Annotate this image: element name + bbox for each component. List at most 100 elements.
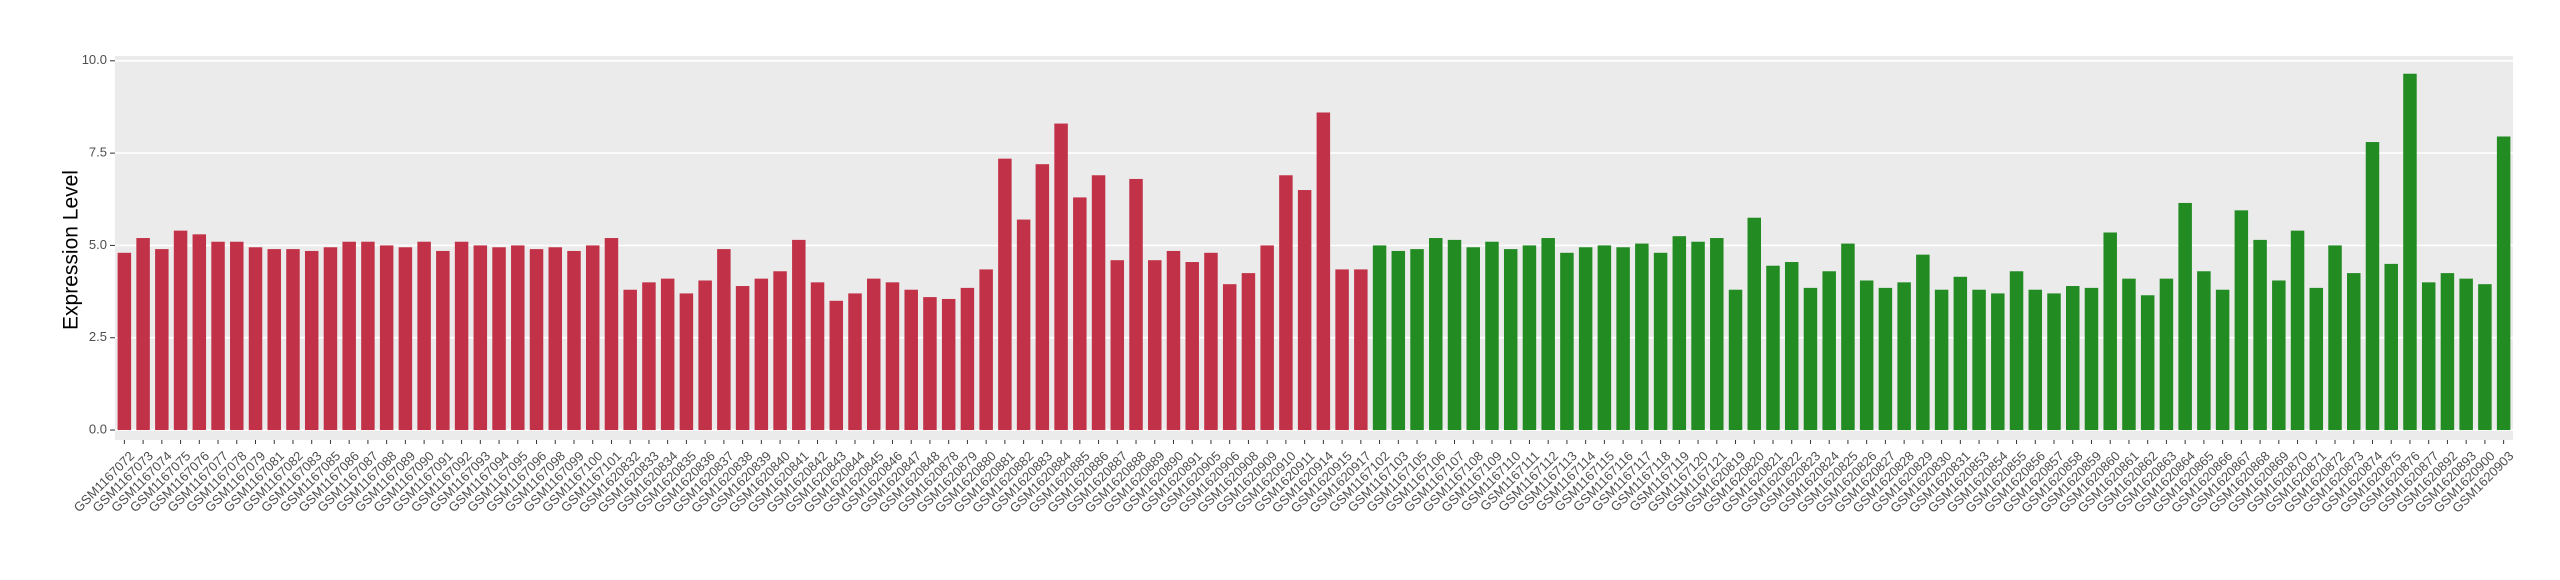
bar xyxy=(1522,245,1537,431)
bar xyxy=(960,287,975,431)
bar xyxy=(1541,238,1555,431)
bar xyxy=(548,247,563,431)
bar xyxy=(1091,175,1106,431)
bar xyxy=(2084,287,2099,431)
bar xyxy=(1635,243,1649,431)
bar xyxy=(1466,247,1480,431)
bar xyxy=(923,297,937,431)
bar xyxy=(1316,112,1331,431)
bar xyxy=(567,250,581,431)
bar xyxy=(1204,252,1218,431)
bar xyxy=(1054,123,1068,431)
bar xyxy=(1260,245,1274,431)
bar xyxy=(2009,271,2024,431)
bar xyxy=(1691,241,1705,431)
bar xyxy=(2047,293,2061,431)
bar xyxy=(1279,175,1293,431)
bar xyxy=(1616,247,1630,431)
bar xyxy=(1991,293,2005,431)
bar xyxy=(398,247,413,431)
bar xyxy=(1859,280,1874,431)
y-axis-title: Expression Level xyxy=(60,170,83,330)
bar xyxy=(473,245,488,431)
bar xyxy=(754,278,769,431)
bar xyxy=(379,245,394,431)
bar xyxy=(1972,289,1986,431)
bar xyxy=(2478,284,2492,431)
bar xyxy=(2440,273,2455,431)
bar xyxy=(1447,239,1462,431)
bar xyxy=(361,241,375,431)
bar xyxy=(436,250,450,431)
bar xyxy=(1597,245,1612,431)
bar xyxy=(1372,245,1387,431)
y-tick-label: 0.0 xyxy=(89,421,107,436)
bar xyxy=(1485,241,1499,431)
y-tick-label: 5.0 xyxy=(89,237,107,252)
bar xyxy=(1241,273,1256,431)
bar xyxy=(286,249,300,431)
bar xyxy=(1129,178,1143,431)
bar xyxy=(866,278,881,431)
bar xyxy=(792,239,806,431)
bar xyxy=(2140,295,2155,431)
bar xyxy=(1916,254,1930,431)
bar xyxy=(192,234,207,431)
bar xyxy=(2421,282,2436,431)
bar xyxy=(211,241,225,431)
bar xyxy=(267,249,281,431)
bar xyxy=(698,280,712,431)
bar xyxy=(941,298,956,431)
bar xyxy=(1429,238,1443,431)
bar xyxy=(1391,250,1406,431)
bar xyxy=(529,249,544,431)
bar xyxy=(660,278,675,431)
bar xyxy=(2403,73,2417,431)
bar xyxy=(1934,289,1949,431)
bar xyxy=(1672,236,1687,431)
bar xyxy=(2309,287,2324,431)
bar xyxy=(679,293,694,431)
bar xyxy=(117,252,132,431)
bar xyxy=(2459,278,2473,431)
bar xyxy=(1297,190,1312,431)
bar xyxy=(2215,289,2230,431)
bar xyxy=(155,249,169,431)
bar xyxy=(1560,252,1574,431)
bar xyxy=(1503,249,1518,431)
y-tick-label: 2.5 xyxy=(89,329,107,344)
bar xyxy=(1710,238,1724,431)
bar xyxy=(173,230,188,431)
bar xyxy=(417,241,431,431)
bar xyxy=(2365,142,2380,431)
bar xyxy=(2159,278,2174,431)
bar xyxy=(2347,273,2361,431)
bar xyxy=(1878,287,1893,431)
bar xyxy=(2496,136,2511,431)
bar xyxy=(248,247,263,431)
bar xyxy=(1335,269,1349,431)
bar xyxy=(1578,247,1593,431)
bar xyxy=(1410,249,1424,431)
bar xyxy=(1110,260,1125,431)
bar xyxy=(511,245,525,431)
bar xyxy=(1016,219,1031,431)
bar xyxy=(885,282,900,431)
bar xyxy=(979,269,993,431)
bar xyxy=(642,282,656,431)
bar xyxy=(2028,289,2043,431)
bar xyxy=(2103,232,2117,431)
bar xyxy=(773,271,787,431)
bar xyxy=(2065,286,2080,431)
bar xyxy=(1035,164,1050,431)
y-tick-label: 7.5 xyxy=(89,145,107,160)
bar xyxy=(2253,239,2267,431)
bar xyxy=(2122,278,2136,431)
bar xyxy=(136,238,150,431)
bar xyxy=(2234,210,2249,431)
bar xyxy=(1803,287,1818,431)
bar xyxy=(623,289,637,431)
bar xyxy=(1822,271,1836,431)
bar xyxy=(604,238,619,431)
